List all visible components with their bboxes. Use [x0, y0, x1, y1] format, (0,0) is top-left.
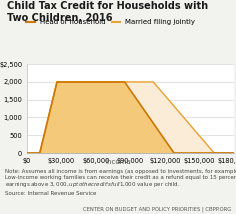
Legend: Head of household, Married filing jointly: Head of household, Married filing jointl… [26, 19, 195, 25]
Text: CENTER ON BUDGET AND POLICY PRIORITIES | CBPP.ORG: CENTER ON BUDGET AND POLICY PRIORITIES |… [83, 206, 231, 212]
Polygon shape [27, 82, 234, 153]
Text: Note: Assumes all income is from earnings (as opposed to investments, for exampl: Note: Assumes all income is from earning… [5, 169, 236, 196]
Text: Child Tax Credit for Households with
Two Children, 2016: Child Tax Credit for Households with Two… [7, 1, 208, 24]
Polygon shape [27, 82, 234, 153]
Text: Income: Income [105, 159, 131, 165]
